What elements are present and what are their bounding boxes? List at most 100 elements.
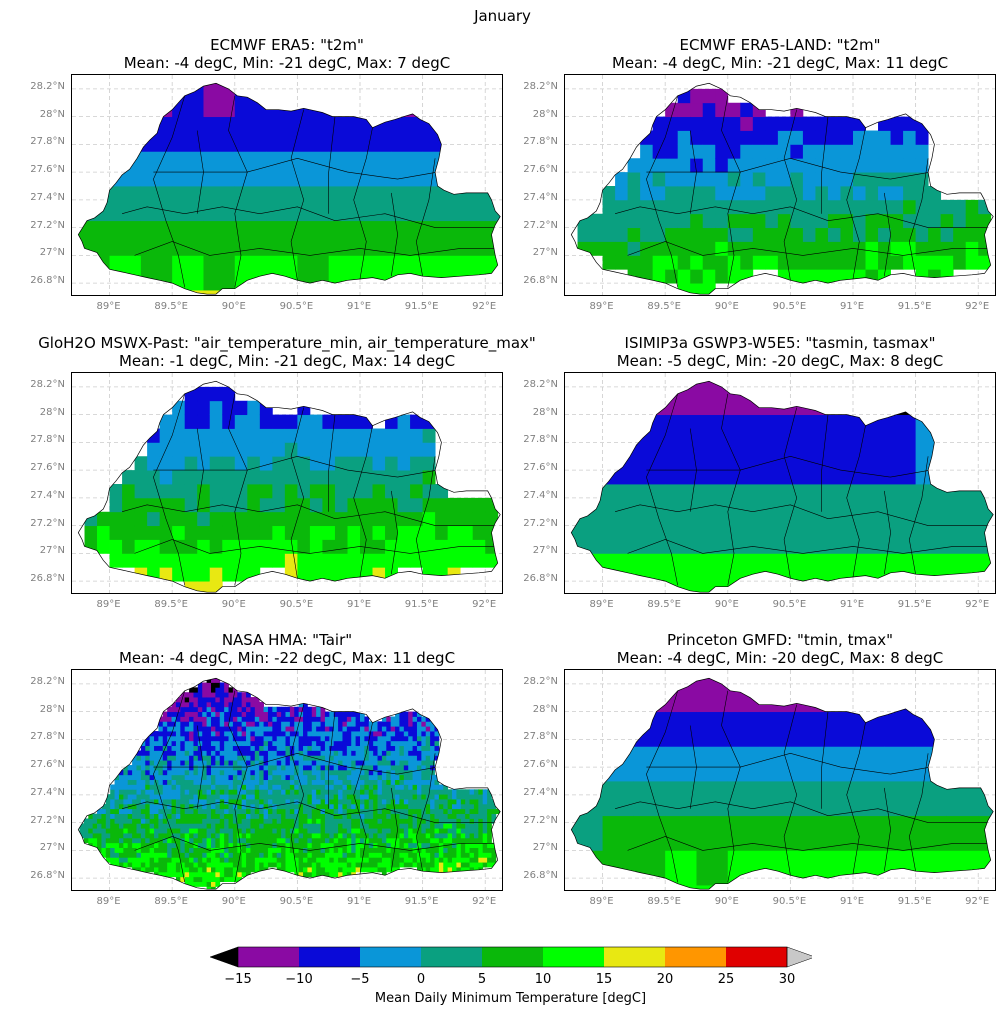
- raster-cell: [149, 799, 155, 805]
- raster-cell: [338, 740, 343, 747]
- lon-tick-label: 91.5°E: [897, 599, 932, 610]
- raster-cell: [232, 857, 238, 863]
- raster-cell: [210, 716, 216, 722]
- raster-cell: [422, 186, 455, 222]
- raster-cell: [395, 852, 400, 858]
- raster-cell: [853, 241, 866, 256]
- raster-cell: [390, 726, 396, 732]
- raster-cell: [219, 847, 225, 853]
- raster-cell: [209, 442, 223, 457]
- raster-cell: [333, 731, 339, 737]
- raster-cell: [189, 779, 194, 785]
- raster-cell: [381, 726, 387, 732]
- raster-cell: [219, 692, 225, 698]
- raster-cell: [571, 885, 603, 890]
- raster-cell: [478, 799, 484, 805]
- raster-cell: [390, 765, 396, 771]
- raster-cell: [197, 867, 203, 873]
- raster-cell: [285, 760, 291, 766]
- raster-cell: [827, 144, 841, 159]
- raster-cell: [184, 735, 190, 742]
- raster-cell: [272, 740, 278, 747]
- raster-cell: [351, 862, 357, 868]
- raster-cell: [281, 750, 286, 756]
- raster-cell: [83, 828, 89, 834]
- raster-cell: [351, 852, 357, 858]
- raster-cell: [109, 511, 123, 527]
- raster-cell: [272, 497, 286, 513]
- raster-cell: [189, 813, 194, 819]
- raster-cell: [408, 808, 413, 815]
- raster-cell: [473, 794, 479, 800]
- raster-cell: [110, 794, 115, 800]
- raster-cell: [397, 470, 411, 485]
- raster-cell: [408, 760, 413, 766]
- raster-cell: [92, 833, 98, 839]
- raster-cell: [193, 774, 199, 781]
- raster-cell: [285, 711, 291, 717]
- raster-cell: [309, 567, 323, 582]
- lat-tick-label: 27.6°N: [523, 759, 558, 771]
- raster-cell: [434, 799, 440, 805]
- raster-cell: [259, 760, 264, 766]
- raster-cell: [752, 213, 766, 229]
- raster-cell: [136, 833, 142, 839]
- raster-cell: [250, 726, 256, 732]
- raster-cell: [159, 414, 173, 429]
- raster-cell: [237, 813, 243, 819]
- raster-cell: [386, 857, 392, 863]
- raster-cell: [202, 857, 208, 863]
- raster-cell: [105, 818, 111, 824]
- raster-cell: [447, 847, 453, 853]
- raster-cell: [167, 847, 172, 853]
- raster-cell: [267, 808, 273, 815]
- raster-cell: [430, 799, 435, 805]
- raster-cell: [460, 813, 466, 819]
- lat-tick-label: 27.2°N: [523, 814, 558, 826]
- map-panel: [564, 669, 996, 891]
- raster-cell: [110, 813, 115, 819]
- raster-cell: [254, 789, 260, 795]
- raster-cell: [329, 740, 335, 747]
- raster-cell: [247, 470, 261, 485]
- raster-cell: [342, 789, 348, 795]
- lat-tick-label: 28°N: [532, 703, 558, 715]
- raster-cell: [298, 847, 304, 853]
- raster-cell: [347, 442, 361, 457]
- raster-cell: [224, 867, 229, 873]
- raster-cell: [853, 670, 885, 677]
- raster-cell: [386, 794, 392, 800]
- raster-cell: [210, 711, 216, 717]
- raster-cell: [122, 525, 136, 540]
- raster-cell: [171, 706, 177, 713]
- raster-cell: [765, 199, 779, 215]
- raster-cell: [765, 116, 779, 131]
- lat-tick-label: 28.2°N: [523, 675, 558, 687]
- raster-cell: [145, 857, 151, 863]
- raster-cell: [127, 818, 133, 824]
- raster-cell: [294, 765, 300, 771]
- raster-cell: [303, 789, 308, 795]
- raster-cell: [219, 765, 225, 771]
- raster-cell: [284, 484, 298, 499]
- raster-cell: [316, 799, 321, 805]
- raster-cell: [316, 721, 321, 727]
- raster-cell: [615, 172, 629, 187]
- raster-cell: [395, 721, 400, 727]
- raster-cell: [360, 539, 373, 554]
- raster-cell: [210, 779, 216, 785]
- raster-cell: [425, 760, 431, 766]
- raster-cell: [421, 784, 427, 790]
- raster-cell: [167, 803, 172, 810]
- raster-cell: [294, 760, 300, 766]
- raster-cell: [338, 765, 343, 771]
- raster-cell: [259, 765, 264, 771]
- raster-cell: [334, 428, 348, 443]
- raster-cell: [765, 172, 779, 187]
- raster-cell: [294, 740, 300, 747]
- raster-cell: [360, 823, 365, 829]
- raster-cell: [254, 774, 260, 781]
- raster-cell: [250, 799, 256, 805]
- raster-cell: [202, 837, 208, 844]
- raster-cell: [234, 442, 248, 457]
